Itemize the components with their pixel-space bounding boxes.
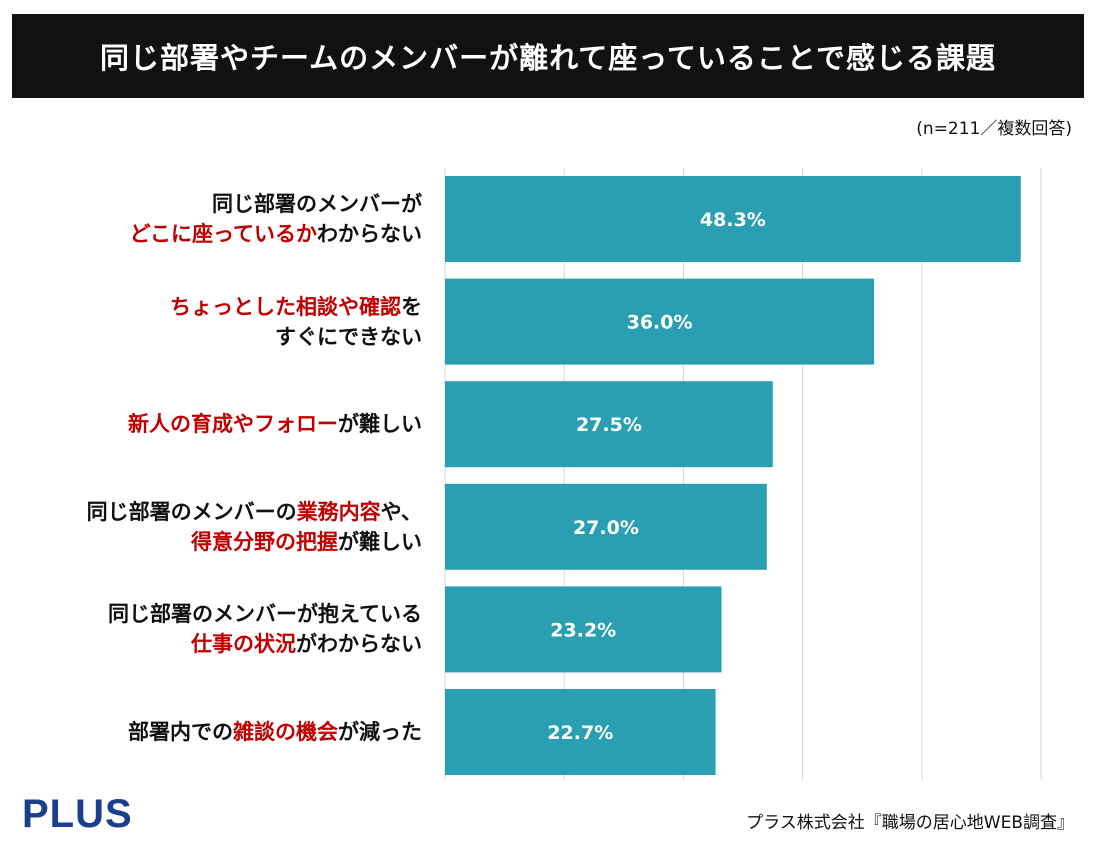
plus-logo: PLUS — [22, 792, 133, 836]
data-label: 36.0% — [627, 312, 693, 334]
label-text: 同じ部署のメンバーが — [212, 192, 422, 216]
label-text: すぐにできない — [275, 324, 422, 349]
label-text: が減った — [338, 720, 422, 744]
category-label-line: 得意分野の把握が難しい — [2, 527, 422, 557]
category-label-line: 同じ部署のメンバーの業務内容や、 — [2, 497, 422, 527]
bar — [445, 176, 1021, 262]
label-text: 部署内での — [128, 720, 233, 744]
highlighted-text: 得意分野の把握 — [191, 529, 338, 554]
highlighted-text: 雑談の機会 — [233, 720, 338, 744]
category-label: 部署内での雑談の機会が減った — [2, 717, 422, 747]
category-label: 同じ部署のメンバーの業務内容や、 得意分野の把握が難しい — [2, 497, 422, 557]
category-label-line: 同じ部署のメンバーが — [2, 189, 422, 219]
category-label: ちょっとした相談や確認を すぐにできない — [2, 292, 422, 352]
chart-title: 同じ部署やチームのメンバーが離れて座っていることで感じる課題 — [100, 41, 996, 75]
bar — [445, 278, 875, 365]
label-text: 同じ部署のメンバーが抱えている — [108, 602, 422, 627]
category-label: 同じ部署のメンバーが抱えている 仕事の状況がわからない — [2, 599, 422, 659]
data-label: 48.3% — [700, 209, 766, 231]
category-label-line: どこに座っているかわからない — [2, 219, 422, 249]
label-text: を — [401, 294, 422, 319]
data-label: 27.5% — [576, 414, 642, 436]
label-text: 同じ部署のメンバーの — [86, 499, 297, 524]
label-text: が難しい — [338, 412, 422, 437]
bar — [445, 586, 722, 673]
category-label-line: ちょっとした相談や確認を — [2, 292, 422, 322]
bar — [445, 483, 767, 570]
source-credit: プラス株式会社『職場の居心地WEB調査』 — [746, 813, 1074, 833]
category-label-line: すぐにできない — [2, 322, 422, 352]
bar — [445, 689, 716, 775]
label-text: や、 — [380, 499, 422, 524]
label-text: がわからない — [296, 632, 422, 657]
data-label: 27.0% — [573, 517, 639, 539]
highlighted-text: どこに座っているか — [129, 222, 317, 246]
category-label-line: 同じ部署のメンバーが抱えている — [2, 599, 422, 629]
sample-note: (n=211／複数回答) — [916, 119, 1072, 139]
highlighted-text: 新人の育成やフォロー — [128, 412, 338, 437]
bar — [445, 381, 773, 468]
chart-title-banner: 同じ部署やチームのメンバーが離れて座っていることで感じる課題 — [12, 14, 1084, 98]
label-text: わからない — [317, 222, 422, 246]
category-label-line: 新人の育成やフォローが難しい — [2, 409, 422, 439]
category-label-line: 仕事の状況がわからない — [2, 629, 422, 659]
data-label: 23.2% — [550, 619, 616, 641]
highlighted-text: 仕事の状況 — [191, 632, 296, 657]
category-label: 同じ部署のメンバーがどこに座っているかわからない — [2, 189, 422, 249]
label-text: が難しい — [338, 529, 422, 554]
highlighted-text: 業務内容 — [296, 499, 381, 524]
category-label: 新人の育成やフォローが難しい — [2, 409, 422, 439]
highlighted-text: ちょっとした相談や確認 — [170, 294, 401, 319]
data-label: 22.7% — [547, 722, 613, 744]
category-label-line: 部署内での雑談の機会が減った — [2, 717, 422, 747]
